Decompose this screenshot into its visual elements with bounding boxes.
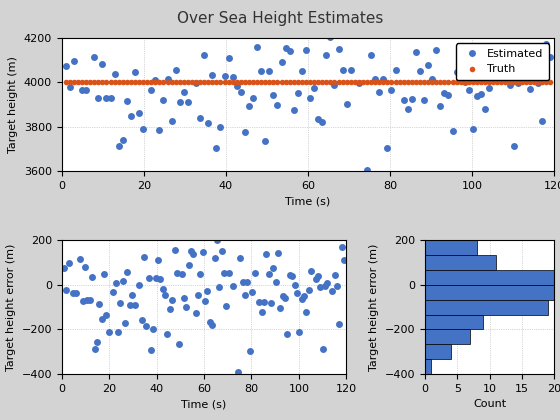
Bar bbox=[425, 329, 470, 344]
Bar bbox=[425, 344, 451, 359]
Estimated bbox=[193, 80, 199, 85]
Truth bbox=[445, 80, 452, 85]
Estimated bbox=[331, 82, 338, 87]
Truth bbox=[164, 80, 171, 85]
Line: Estimated: Estimated bbox=[62, 0, 554, 173]
Estimated bbox=[449, 129, 456, 134]
Estimated bbox=[547, 55, 554, 60]
Bar bbox=[425, 315, 483, 329]
Line: Truth: Truth bbox=[63, 79, 553, 85]
Y-axis label: Target height (m): Target height (m) bbox=[8, 56, 18, 153]
Bar bbox=[425, 285, 560, 300]
Bar bbox=[425, 359, 431, 374]
X-axis label: Time (s): Time (s) bbox=[181, 399, 227, 409]
Estimated bbox=[363, 167, 370, 172]
Estimated bbox=[539, 119, 545, 124]
Bar bbox=[425, 270, 560, 285]
Truth bbox=[193, 80, 199, 85]
Y-axis label: Target height error (m): Target height error (m) bbox=[6, 244, 16, 371]
Estimated bbox=[400, 97, 407, 102]
Y-axis label: Target height error (m): Target height error (m) bbox=[369, 244, 379, 371]
Truth bbox=[547, 80, 554, 85]
Bar bbox=[425, 300, 548, 315]
Legend: Estimated, Truth: Estimated, Truth bbox=[456, 43, 549, 80]
Estimated bbox=[164, 76, 171, 81]
Truth bbox=[331, 80, 338, 85]
Truth bbox=[531, 80, 538, 85]
X-axis label: Time (s): Time (s) bbox=[286, 197, 330, 206]
X-axis label: Count: Count bbox=[473, 399, 506, 409]
Estimated bbox=[62, 63, 69, 68]
Text: Over Sea Height Estimates: Over Sea Height Estimates bbox=[177, 10, 383, 26]
Estimated bbox=[522, 0, 529, 3]
Bar bbox=[425, 241, 477, 255]
Truth bbox=[62, 80, 69, 85]
Truth bbox=[396, 80, 403, 85]
Bar bbox=[425, 255, 496, 270]
